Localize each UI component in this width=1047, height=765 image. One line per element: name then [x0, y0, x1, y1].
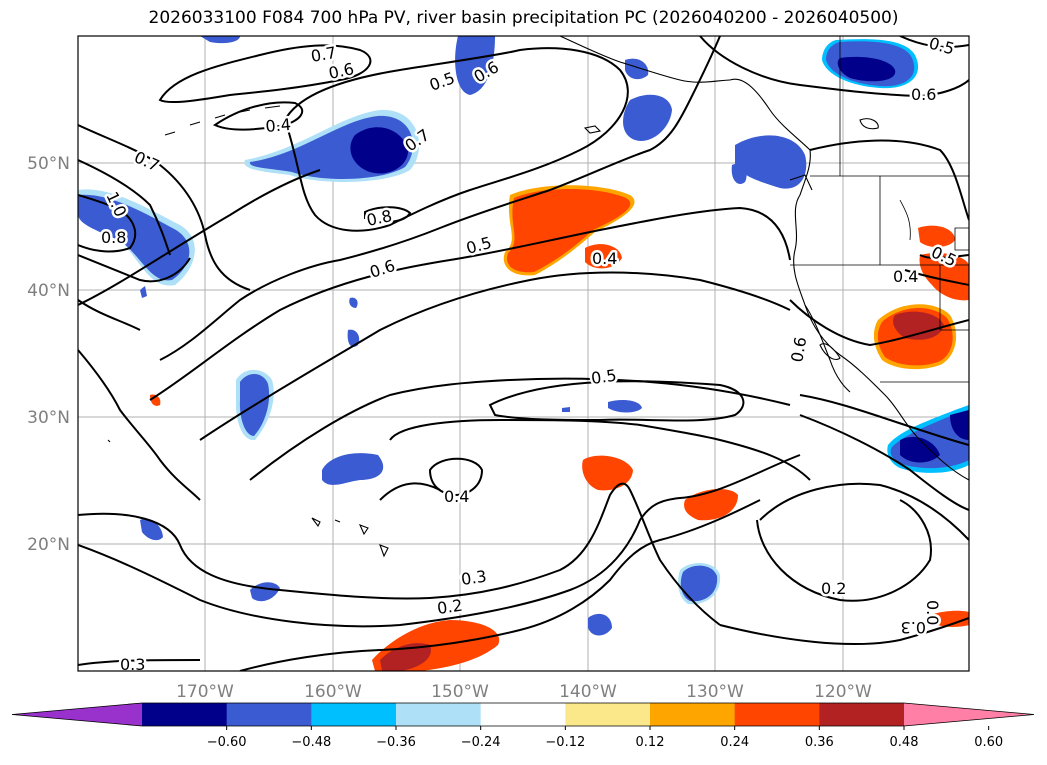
contour-label: 0.5 [590, 366, 618, 388]
contour-label: 0.3 [901, 618, 926, 637]
contour-label: 0.6 [911, 85, 936, 104]
lon-label: 120°W [814, 682, 872, 702]
contour-label: 0.4 [893, 267, 918, 286]
colorbar-tick-label: 0.24 [720, 735, 749, 750]
colorbar-tick-label: 0.36 [805, 735, 834, 750]
colorbar-swatch [226, 703, 312, 726]
contour-label: 0.4 [444, 487, 469, 506]
lon-label: 130°W [686, 682, 744, 702]
colorbar-tick-label: −0.12 [545, 735, 585, 750]
pv-contours [78, 36, 969, 671]
colorbar-swatch [650, 703, 736, 726]
colorbar-outline [11, 702, 1035, 727]
contour-label: 0.2 [821, 579, 846, 598]
colorbar-extend-high [904, 703, 1034, 726]
lat-label: 40°N [27, 281, 70, 301]
contour-label: 0.3 [460, 567, 488, 589]
colorbar-swatch [565, 703, 651, 726]
colorbar-tick-label: 0.60 [974, 735, 1003, 750]
colorbar-swatch [819, 703, 905, 726]
lat-labels: 50°N 40°N 30°N 20°N [27, 154, 70, 555]
contour-label: 0.0 [923, 600, 942, 625]
map-title: 2026033100 F084 700 hPa PV, river basin … [148, 8, 899, 28]
colorbar-tick-label: −0.60 [207, 735, 247, 750]
map-plot-area: 0.7 0.6 0.5 0.6 0.4 0.7 0.7 1.0 0.8 0.8 … [78, 36, 969, 674]
colorbar-extend-low [12, 703, 142, 726]
contour-label: 0.8 [101, 228, 126, 247]
lat-label: 50°N [27, 154, 70, 174]
lon-label: 160°W [304, 682, 362, 702]
gridlines [78, 36, 969, 671]
colorbar: −0.60 −0.48 −0.36 −0.24 −0.12 0.12 0.24 0.36 0.4… [11, 702, 1035, 750]
borders [790, 36, 969, 383]
colorbar-tick-label: −0.24 [461, 735, 501, 750]
lon-label: 150°W [431, 682, 489, 702]
contour-label: 0.2 [436, 596, 464, 618]
colorbar-tick-label: −0.36 [376, 735, 416, 750]
lon-label: 140°W [559, 682, 617, 702]
colorbar-tick-label: 0.48 [890, 735, 919, 750]
colorbar-tick-label: −0.48 [291, 735, 331, 750]
coastlines [107, 36, 969, 558]
colorbar-tick-label: 0.12 [636, 735, 665, 750]
colorbar-swatch [311, 703, 397, 726]
colorbar-swatch [142, 703, 228, 726]
contour-label: 0.4 [265, 115, 292, 136]
positive-precip-regions [150, 185, 969, 671]
colorbar-swatch [734, 703, 820, 726]
lat-label: 20°N [27, 535, 70, 555]
lat-label: 30°N [27, 408, 70, 428]
colorbar-swatch [396, 703, 482, 726]
lon-labels: 170°W 160°W 150°W 140°W 130°W 120°W [176, 682, 872, 702]
lon-label: 170°W [176, 682, 234, 702]
colorbar-swatch [480, 703, 566, 726]
contour-label: 0.3 [120, 655, 145, 674]
contour-label: 0.4 [592, 249, 617, 268]
map-frame [77, 35, 970, 672]
